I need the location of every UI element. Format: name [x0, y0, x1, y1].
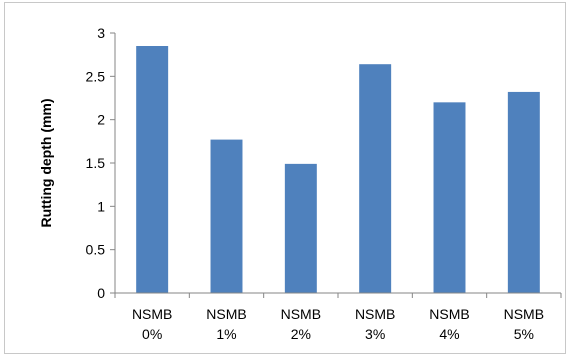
x-category-label-3-line-1: 3%: [365, 326, 385, 342]
x-category-label-0-line-1: 0%: [142, 326, 162, 342]
x-category-label-3-line-0: NSMB: [355, 306, 395, 322]
bar-4: [433, 102, 466, 293]
bar-5: [507, 91, 540, 293]
bar-chart: 00.511.522.53 NSMB 0%NSMB 1%NSMB 2%NSMB 3%NS…: [38, 25, 562, 342]
bar-1: [210, 139, 243, 293]
bars-group: [136, 46, 540, 293]
bar-2: [284, 163, 317, 293]
x-category-label-2-line-1: 2%: [291, 326, 311, 342]
bar-3: [359, 64, 392, 293]
x-category-label-4-line-0: NSMB: [429, 306, 469, 322]
x-category-label-4-line-1: 4%: [439, 326, 459, 342]
x-category-label-5-line-1: 5%: [514, 326, 534, 342]
y-axis-title: Rutting depth (mm): [38, 98, 54, 227]
x-category-label-4: NSMB 4%: [429, 306, 469, 342]
x-category-label-5-line-0: NSMB: [504, 306, 544, 322]
y-tick-label-3: 1.5: [86, 155, 106, 171]
y-ticks-group: 0 0.5 1 1.5 2 2.5 3: [86, 25, 562, 301]
x-category-label-1: NSMB 1%: [206, 306, 246, 342]
x-category-label-0-line-0: NSMB: [132, 306, 172, 322]
bar-0: [136, 46, 169, 293]
axes-group: [114, 33, 561, 294]
y-tick-label-5: 2.5: [86, 68, 106, 84]
x-category-label-3: NSMB 3%: [355, 306, 395, 342]
y-tick-label-2: 1: [97, 198, 105, 214]
x-category-label-1-line-0: NSMB: [206, 306, 246, 322]
x-category-label-1-line-1: 1%: [216, 326, 236, 342]
y-tick-label-6: 3: [97, 25, 105, 41]
x-category-label-2: NSMB 2%: [281, 306, 321, 342]
x-category-label-0: NSMB 0%: [132, 306, 172, 342]
y-tick-label-0: 0: [97, 285, 105, 301]
x-labels-group: NSMB 0% NSMB 1% NSMB 2% NSMB 3% NSMB 4% NSMB 5%: [132, 306, 544, 342]
x-category-label-2-line-0: NSMB: [281, 306, 321, 322]
y-tick-label-4: 2: [97, 112, 105, 128]
chart-frame: 0 0.5 1 1.5 2 2.5 3 NSMB 0% NSMB 1% NSMB 2% NSMB 3% NS…: [4, 2, 566, 354]
y-tick-label-1: 0.5: [86, 242, 106, 258]
x-category-label-5: NSMB 5%: [504, 306, 544, 342]
